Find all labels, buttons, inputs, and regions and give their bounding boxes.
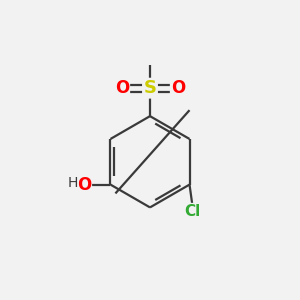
- Text: O: O: [77, 176, 91, 194]
- Text: Cl: Cl: [184, 204, 201, 219]
- Text: O: O: [115, 79, 129, 97]
- Text: S: S: [143, 79, 157, 97]
- Text: O: O: [171, 79, 185, 97]
- Text: H: H: [68, 176, 78, 190]
